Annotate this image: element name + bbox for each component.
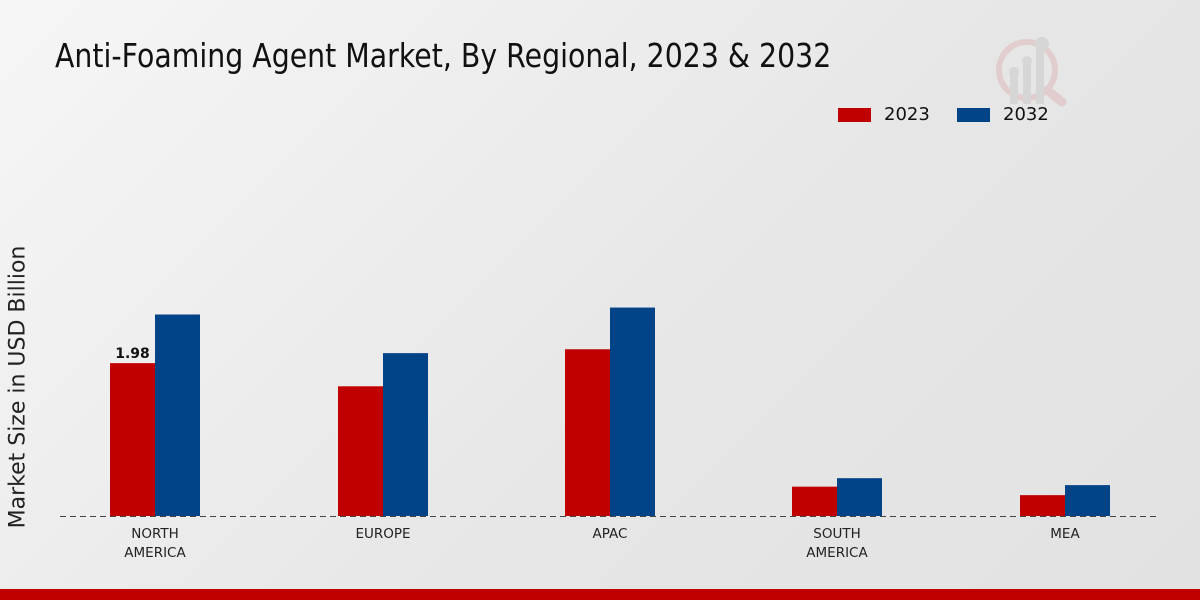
bar-2032-mea bbox=[1065, 485, 1110, 516]
chart-title: Anti-Foaming Agent Market, By Regional, … bbox=[55, 36, 832, 75]
bar-2032-apac bbox=[610, 307, 655, 516]
bar-2032-south-america bbox=[837, 478, 882, 516]
bar-2023-apac bbox=[565, 349, 610, 516]
bar-2023-europe bbox=[338, 386, 383, 516]
x-tick-label: MEA bbox=[1050, 526, 1080, 542]
bar-2032-north-america bbox=[155, 314, 200, 516]
legend-item-2023: 2023 bbox=[838, 104, 930, 125]
watermark-logo-icon bbox=[996, 37, 1067, 107]
bar-2023-mea bbox=[1020, 495, 1065, 516]
legend-swatch-2023 bbox=[838, 107, 871, 122]
bar-2023-south-america bbox=[792, 486, 837, 516]
data-label: 1.98 bbox=[115, 346, 150, 362]
x-tick-label: SOUTH AMERICA bbox=[806, 526, 868, 561]
footer-bar bbox=[0, 589, 1200, 600]
x-tick-label: EUROPE bbox=[355, 526, 410, 542]
bar-2032-europe bbox=[383, 353, 428, 516]
legend-swatch-2032 bbox=[957, 107, 990, 122]
legend-label-2032: 2032 bbox=[1003, 104, 1049, 125]
x-tick-label: APAC bbox=[593, 526, 628, 542]
bar-2023-north-america bbox=[110, 363, 155, 516]
legend-item-2032: 2032 bbox=[957, 104, 1049, 125]
legend-label-2023: 2023 bbox=[884, 104, 930, 125]
x-tick-label: NORTH AMERICA bbox=[124, 526, 186, 561]
